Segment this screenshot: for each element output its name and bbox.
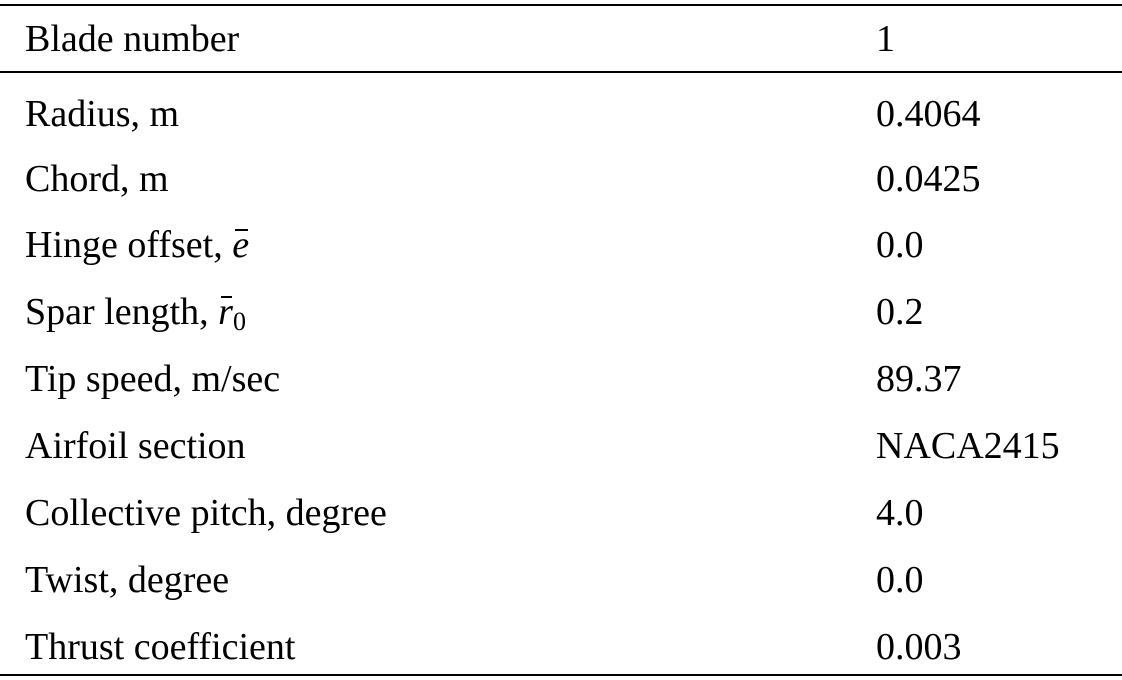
param-label: Chord, m xyxy=(25,158,169,200)
param-value: 0.0425 xyxy=(876,158,981,200)
param-label: Airfoil section xyxy=(25,425,246,467)
table-row: Spar length, r0 0.2 xyxy=(0,279,1122,345)
param-value: 0.2 xyxy=(876,291,924,333)
param-value: 0.003 xyxy=(876,626,962,668)
param-value: NACA2415 xyxy=(876,425,1060,467)
spar-length-subscript: 0 xyxy=(232,307,246,336)
table-row: Hinge offset, e 0.0 xyxy=(0,212,1122,278)
header-param-label: Blade number xyxy=(25,18,240,60)
table-row: Radius, m 0.4064 xyxy=(0,81,1122,147)
param-value: 0.0 xyxy=(876,559,924,601)
table-row: Collective pitch, degree 4.0 xyxy=(0,480,1122,546)
hinge-offset-symbol: e xyxy=(232,212,249,278)
param-value: 89.37 xyxy=(876,358,962,400)
header-value-label: 1 xyxy=(876,18,895,60)
table-row: Tip speed, m/sec 89.37 xyxy=(0,346,1122,412)
param-value: 0.4064 xyxy=(876,93,981,135)
spar-length-symbol: r xyxy=(218,279,233,345)
table-row: Airfoil section NACA2415 xyxy=(0,413,1122,479)
param-label-text: Spar length, xyxy=(25,291,219,333)
param-label: Radius, m xyxy=(25,93,180,135)
table-row: Thrust coefficient 0.003 xyxy=(0,614,1122,680)
table-top-rule xyxy=(0,4,1122,6)
param-label: Hinge offset, e xyxy=(25,212,249,278)
param-label-text: Hinge offset, xyxy=(25,224,233,266)
param-label: Thrust coefficient xyxy=(25,626,296,668)
table-header-rule xyxy=(0,71,1122,73)
param-label: Tip speed, m/sec xyxy=(25,358,281,400)
param-label: Collective pitch, degree xyxy=(25,492,387,534)
param-label: Spar length, r0 xyxy=(25,279,246,355)
table-row: Chord, m 0.0425 xyxy=(0,146,1122,212)
param-value: 4.0 xyxy=(876,492,924,534)
param-label: Twist, degree xyxy=(25,559,230,601)
table-header-row: Blade number 1 xyxy=(0,6,1122,72)
param-value: 0.0 xyxy=(876,224,924,266)
table-bottom-rule xyxy=(0,674,1122,676)
table-row: Twist, degree 0.0 xyxy=(0,547,1122,613)
